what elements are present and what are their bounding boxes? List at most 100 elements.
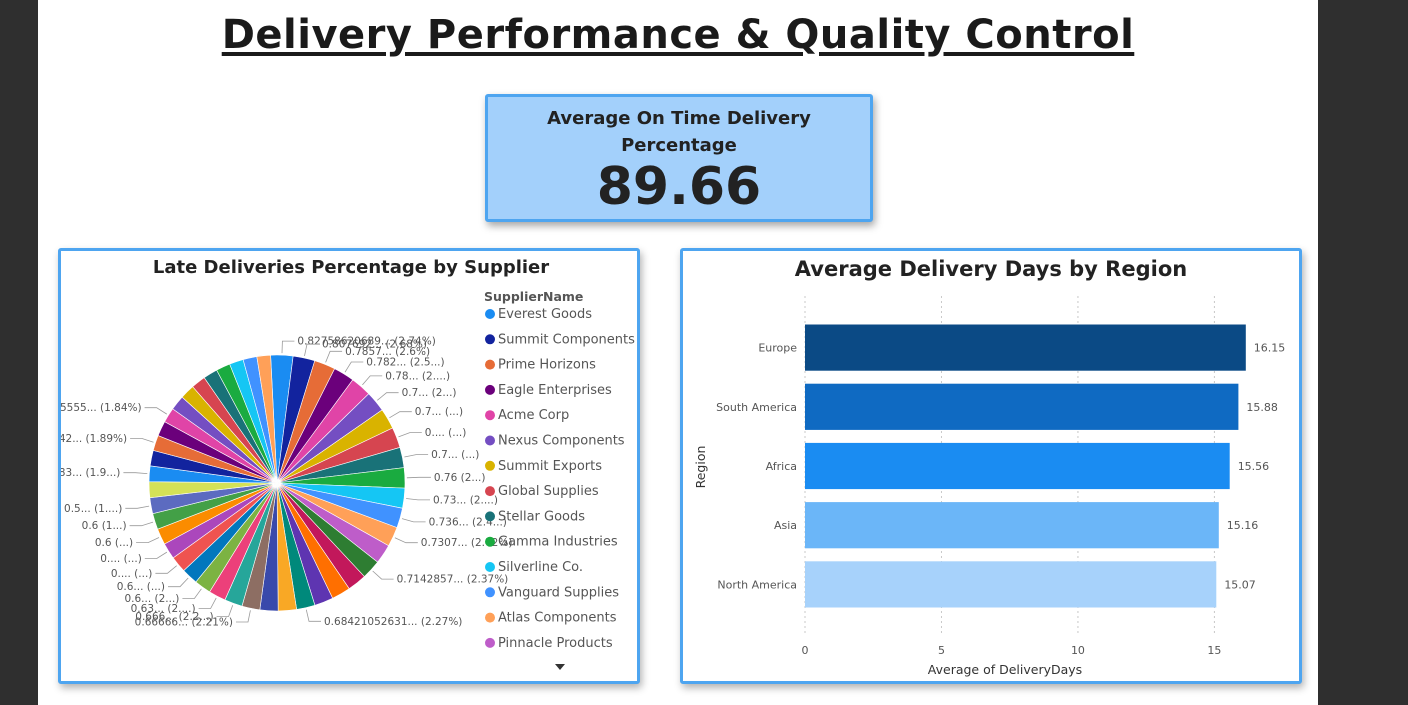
legend-marker — [485, 309, 495, 319]
pie-data-label: 0.6 (1...) — [82, 520, 127, 532]
legend-item[interactable]: Vanguard Supplies — [485, 585, 619, 600]
pie-data-labels: 0.82758620689... (2.74%)0.807692... (2.6… — [61, 336, 512, 629]
y-tick-label: Asia — [774, 519, 797, 532]
legend-label: Eagle Enterprises — [498, 383, 612, 398]
legend-title: SupplierName — [484, 289, 583, 304]
legend-item[interactable]: Silverline Co. — [485, 560, 583, 575]
bar[interactable] — [805, 442, 1230, 490]
legend-label: Pinnacle Products — [498, 636, 613, 651]
bar-data-label: 16.15 — [1254, 342, 1286, 355]
pie-data-label: 0.583... (1.9...) — [61, 467, 120, 479]
pie-slices — [148, 354, 406, 612]
pie-chart[interactable]: 0.82758620689... (2.74%)0.807692... (2.6… — [61, 251, 637, 681]
legend-item[interactable]: Summit Exports — [485, 459, 602, 474]
pie-leader-line — [394, 537, 418, 544]
legend-marker — [485, 435, 495, 446]
pie-leader-line — [377, 392, 399, 401]
pie-leader-line — [401, 518, 426, 523]
legend-label: Prime Horizons — [498, 358, 596, 373]
bar[interactable] — [805, 383, 1239, 430]
pie-leader-line — [362, 375, 383, 386]
pie-leader-line — [144, 407, 168, 415]
pie-leader-line — [404, 454, 429, 458]
legend-label: Global Supplies — [498, 484, 599, 499]
legend-item[interactable]: Global Supplies — [485, 484, 599, 499]
legend-item[interactable]: Acme Corp — [485, 408, 569, 423]
bar-chart[interactable]: 0 5 10 15 Europe 16.15 South America 15.88 Afric… — [683, 251, 1299, 681]
pie-chart-title: Late Deliveries Percentage by Supplier — [152, 257, 550, 278]
pie-leader-line — [281, 340, 295, 354]
x-axis-title: Average of DeliveryDays — [928, 662, 1082, 677]
legend-marker — [485, 334, 495, 345]
kpi-label: Average On Time Delivery Percentage — [547, 108, 811, 156]
legend-label: Nexus Components — [498, 434, 625, 449]
y-tick-label: Europe — [758, 342, 797, 355]
legend-marker — [485, 562, 495, 572]
pie-leader-line — [398, 432, 422, 438]
pie-data-label: 0.6 (...) — [95, 537, 133, 549]
legend-marker — [485, 612, 495, 623]
legend-item[interactable]: Pinnacle Products — [485, 636, 613, 651]
legend-item[interactable]: Gamma Industries — [485, 535, 618, 550]
bar[interactable] — [805, 561, 1217, 608]
legend-item[interactable]: Everest Goods — [485, 307, 592, 322]
kpi-card[interactable]: Average On Time Delivery Percentage 89.6… — [485, 94, 873, 222]
pie-leader-line — [136, 537, 160, 544]
legend-label: Stellar Goods — [498, 509, 585, 524]
pie-leader-line — [305, 609, 321, 622]
pie-leader-line — [125, 505, 150, 509]
legend-item[interactable]: Prime Horizons — [485, 358, 596, 373]
bar-data-label: 15.07 — [1224, 578, 1256, 591]
legend-item[interactable]: Nexus Components — [485, 434, 625, 449]
pie-data-label: 0.6... (2...) — [124, 593, 179, 605]
pie-leader-line — [168, 577, 189, 588]
x-tick-label: 15 — [1207, 644, 1221, 657]
y-tick-label: North America — [717, 578, 797, 591]
pie-leader-line — [129, 521, 154, 527]
bar[interactable] — [805, 324, 1246, 371]
x-tick-label: 5 — [938, 644, 945, 657]
pie-data-label: 0.666... (2.2...) — [135, 611, 213, 623]
pie-data-label: 0.7... (2...) — [402, 387, 457, 399]
pie-data-label: 0.63... (2....) — [131, 603, 196, 615]
pie-data-label: 0.68421052631... (2.27%) — [324, 616, 462, 628]
pie-data-label: 0.7... (...) — [431, 449, 479, 461]
legend-item[interactable]: Summit Components — [485, 332, 635, 347]
legend-label: Summit Exports — [498, 459, 602, 474]
pie-data-label: 0.82758620689... (2.74%) — [297, 336, 435, 348]
legend-marker — [485, 637, 495, 648]
pie-data-label: 0.6... (...) — [117, 581, 165, 593]
pie-leader-line — [182, 588, 202, 599]
pie-chart-panel[interactable]: Late Deliveries Percentage by Supplier 0… — [58, 248, 640, 684]
legend-marker — [485, 486, 495, 497]
pie-leader-line — [344, 361, 364, 373]
legend-marker — [485, 536, 495, 547]
pie-legend[interactable]: SupplierName Everest Goods Summit Componen… — [484, 289, 635, 670]
pie-data-label: 0.... (...) — [100, 553, 142, 565]
legend-label: Everest Goods — [498, 307, 592, 322]
legend-marker — [485, 460, 495, 471]
pie-leader-line — [325, 350, 343, 363]
pie-leader-line — [216, 605, 234, 617]
pie-leader-line — [406, 498, 430, 501]
legend-item[interactable]: Eagle Enterprises — [485, 383, 612, 398]
bar-chart-panel[interactable]: Average Delivery Days by Region 0 5 10 15 Eu… — [680, 248, 1302, 684]
pie-leader-line — [406, 476, 431, 479]
legend-item[interactable]: Stellar Goods — [485, 509, 585, 524]
bar-data-label: 15.56 — [1238, 460, 1270, 473]
pie-data-label: 0.782... (2.5...) — [366, 357, 444, 369]
pie-data-label: 0.78... (2....) — [385, 370, 450, 382]
pie-leader-line — [236, 610, 251, 623]
bar[interactable] — [805, 502, 1219, 549]
legend-item[interactable]: Atlas Components — [485, 611, 617, 626]
pie-leader-line — [372, 570, 394, 580]
triangle-down-icon[interactable] — [555, 664, 565, 670]
legend-label: Silverline Co. — [498, 560, 583, 575]
legend-label: Gamma Industries — [498, 535, 618, 550]
pie-leader-line — [304, 343, 319, 356]
pie-data-label: 0.736... (2.4...) — [429, 516, 507, 528]
pie-data-label: 0.7... (...) — [415, 406, 463, 418]
pie-data-label: 0.73... (2....) — [433, 494, 498, 506]
pie-slice[interactable] — [256, 354, 278, 484]
legend-marker — [485, 410, 495, 421]
